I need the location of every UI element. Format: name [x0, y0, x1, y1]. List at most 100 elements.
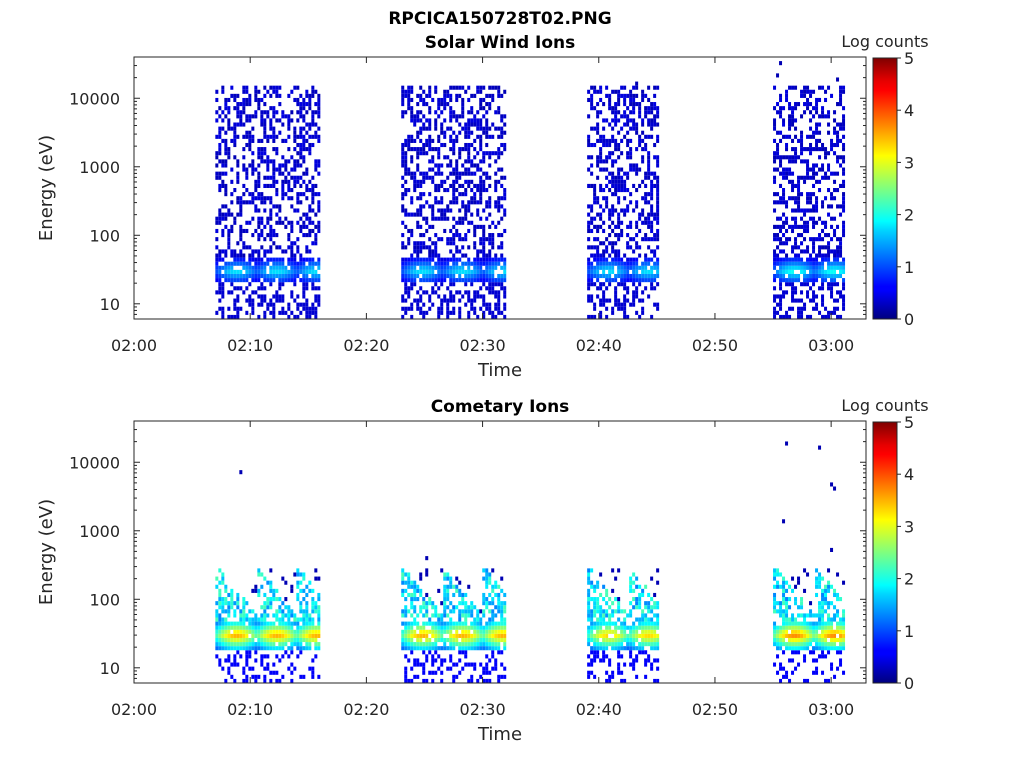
heatmap-cell: [278, 208, 282, 213]
heatmap-cell: [278, 609, 282, 614]
heatmap-cell: [617, 237, 621, 242]
heatmap-cell: [260, 114, 264, 119]
heatmap-cell: [248, 609, 252, 614]
heatmap-cell: [221, 249, 225, 254]
heatmap-cell: [464, 253, 468, 258]
heatmap-cell: [626, 265, 630, 270]
heatmap-cell: [602, 208, 606, 213]
heatmap-cell: [254, 85, 258, 90]
heatmap-cell: [314, 183, 318, 188]
heatmap-cell: [455, 629, 459, 634]
heatmap-cell: [818, 601, 822, 606]
heatmap-cell: [482, 666, 486, 671]
heatmap-cell: [296, 302, 300, 307]
heatmap-cell: [311, 134, 315, 139]
heatmap-cell: [287, 273, 291, 279]
heatmap-cell: [443, 228, 447, 234]
heatmap-cell: [266, 278, 270, 283]
heatmap-cell: [587, 134, 591, 139]
heatmap-cell: [788, 106, 792, 111]
heatmap-cell: [245, 171, 249, 176]
heatmap-cell: [485, 629, 489, 634]
heatmap-cell: [650, 183, 654, 188]
heatmap-cell: [224, 216, 228, 221]
heatmap-cell: [305, 642, 309, 647]
heatmap-cell: [788, 237, 792, 242]
heatmap-cell: [641, 237, 645, 242]
heatmap-cell: [626, 151, 630, 156]
heatmap-cell: [314, 633, 318, 638]
heatmap-cell: [500, 118, 504, 123]
heatmap-cell: [422, 216, 426, 221]
heatmap-cell: [407, 625, 411, 630]
heatmap-cell: [611, 670, 615, 675]
heatmap-cell: [218, 183, 222, 188]
heatmap-cell: [824, 642, 828, 647]
heatmap-cell: [224, 617, 228, 622]
heatmap-cell: [611, 613, 615, 618]
heatmap-cell: [782, 192, 786, 197]
heatmap-cell: [473, 171, 477, 176]
heatmap-cell: [812, 134, 816, 139]
heatmap-cell: [227, 642, 231, 647]
heatmap-cell: [644, 216, 648, 221]
heatmap-cell: [302, 126, 306, 131]
heatmap-cell: [818, 613, 822, 618]
heatmap-cell: [479, 273, 483, 279]
heatmap-cell: [404, 633, 408, 638]
heatmap-cell: [824, 257, 828, 262]
heatmap-cell: [227, 592, 231, 598]
heatmap-cell: [602, 142, 606, 148]
heatmap-cell: [800, 265, 804, 270]
heatmap-cell: [830, 93, 834, 98]
heatmap-cell: [797, 633, 801, 638]
heatmap-cell: [485, 286, 489, 291]
heatmap-cell: [314, 298, 318, 303]
heatmap-cell: [500, 196, 504, 201]
heatmap-cell: [656, 196, 660, 201]
heatmap-cell: [602, 633, 606, 638]
heatmap-cell: [839, 183, 843, 188]
heatmap-cell: [656, 183, 660, 188]
heatmap-cell: [452, 282, 456, 287]
heatmap-cell: [455, 85, 459, 90]
heatmap-cell: [266, 138, 270, 143]
heatmap-cell: [311, 302, 315, 307]
heatmap-cell: [638, 142, 642, 148]
heatmap-cell: [440, 298, 444, 303]
heatmap-cell: [308, 306, 312, 311]
heatmap-cell: [623, 253, 627, 258]
heatmap-cell: [272, 597, 276, 602]
heatmap-cell: [782, 633, 786, 638]
heatmap-cell: [434, 261, 438, 266]
heatmap-cell: [311, 196, 315, 201]
heatmap-cell: [266, 621, 270, 626]
heatmap-cell: [503, 314, 507, 319]
heatmap-cell: [449, 646, 453, 651]
heatmap-cell: [452, 192, 456, 197]
heatmap-cell: [443, 265, 447, 270]
heatmap-cell: [629, 110, 633, 115]
heatmap-cell: [443, 637, 447, 643]
heatmap-cell: [458, 249, 462, 254]
heatmap-cell: [806, 192, 810, 197]
heatmap-cell: [260, 621, 264, 626]
heatmap-cell: [224, 212, 228, 217]
heatmap-cell: [614, 138, 618, 143]
heatmap-cell: [503, 306, 507, 311]
heatmap-cell: [803, 625, 807, 630]
heatmap-cell: [614, 114, 618, 119]
heatmap-cell: [407, 85, 411, 90]
heatmap-cell: [260, 298, 264, 303]
y-tick-label: 100: [89, 226, 120, 245]
heatmap-cell: [260, 220, 264, 225]
heatmap-cell: [596, 605, 600, 610]
heatmap-cell: [785, 314, 789, 319]
heatmap-cell: [239, 642, 243, 647]
heatmap-cell: [422, 650, 426, 655]
heatmap-cell: [287, 302, 291, 307]
heatmap-cell: [302, 171, 306, 176]
heatmap-cell: [245, 261, 249, 266]
heatmap-cell: [791, 179, 795, 184]
heatmap-cell: [632, 294, 636, 299]
